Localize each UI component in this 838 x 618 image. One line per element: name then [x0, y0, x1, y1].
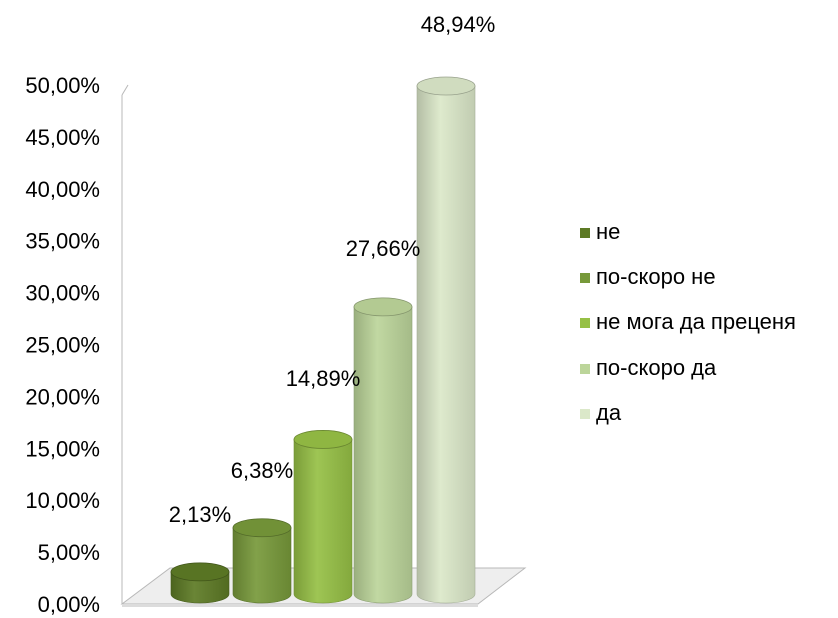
legend-entry: да	[580, 400, 622, 425]
y-tick-label: 40,00%	[25, 177, 100, 202]
legend-entry: не мога да преценя	[580, 309, 796, 334]
legend-swatch	[580, 273, 590, 283]
y-tick-label: 10,00%	[25, 488, 100, 513]
legend-entry: не	[580, 219, 620, 244]
data-label: 6,38%	[231, 458, 293, 483]
floor-edge	[122, 604, 478, 607]
y-tick-label: 20,00%	[25, 384, 100, 409]
bar-2	[293, 430, 353, 604]
legend-label: да	[596, 400, 622, 425]
legend-swatch	[580, 228, 590, 238]
legend-swatch	[580, 409, 590, 419]
y-tick-label: 50,00%	[25, 73, 100, 98]
data-labels: 2,13%6,38% 14,89% 27,66% 48,94%	[169, 12, 496, 527]
y-tick-label: 0,00%	[38, 592, 100, 617]
bar-3	[353, 297, 413, 604]
bar-top	[416, 76, 476, 96]
legend-label: не мога да преценя	[596, 309, 796, 334]
bar-top	[170, 562, 230, 582]
legend-entry: по-скоро да	[580, 355, 717, 380]
bar-top	[232, 518, 292, 538]
legend-label: по-скоро да	[596, 355, 717, 380]
bar-body	[416, 85, 476, 604]
y-tick-label: 35,00%	[25, 229, 100, 254]
legend: не по-скоро не не мога да преценя по-скоро …	[580, 219, 796, 425]
legend-entry: по-скоро не	[580, 264, 716, 289]
bar-4	[416, 76, 476, 604]
y-tick-label: 45,00%	[25, 125, 100, 150]
data-label: 14,89%	[286, 366, 361, 391]
y-tick-label: 30,00%	[25, 281, 100, 306]
bar-0	[170, 562, 230, 604]
legend-label: не	[596, 219, 620, 244]
legend-label: по-скоро не	[596, 264, 716, 289]
bar-1	[232, 518, 292, 604]
y-axis: 0,00% 5,00% 10,00% 15,00% 20,00% 25,00% 30,00%…	[25, 73, 129, 617]
bar-top	[293, 430, 353, 449]
legend-swatch	[580, 364, 590, 374]
y-axis-top	[121, 84, 129, 96]
bar-body	[232, 527, 292, 604]
data-label: 27,66%	[346, 236, 421, 261]
bars	[170, 76, 476, 604]
y-tick-label: 15,00%	[25, 436, 100, 461]
bar-body	[353, 306, 413, 604]
bar-body	[293, 439, 353, 604]
legend-swatch	[580, 318, 590, 328]
bar-top	[353, 297, 413, 317]
y-tick-label: 5,00%	[38, 540, 100, 565]
data-label: 2,13%	[169, 502, 231, 527]
data-label: 48,94%	[421, 12, 496, 37]
y-tick-label: 25,00%	[25, 333, 100, 358]
